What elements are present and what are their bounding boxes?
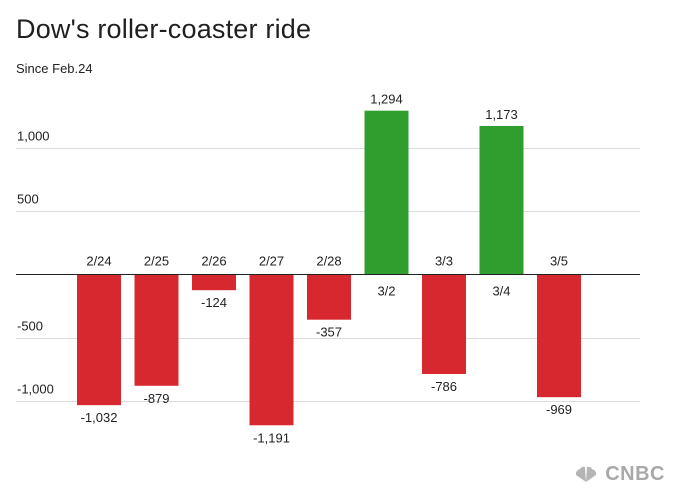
category-label: 2/24 <box>86 254 111 269</box>
value-label: -786 <box>431 379 457 394</box>
bar <box>134 274 179 386</box>
bar <box>307 274 351 320</box>
value-label: -1,191 <box>253 430 290 445</box>
value-label: -357 <box>316 325 342 340</box>
category-label: 3/4 <box>492 284 510 299</box>
value-label: -124 <box>201 295 227 310</box>
brand-logo: CNBC <box>573 463 665 486</box>
bar <box>422 274 466 375</box>
peacock-icon <box>576 466 597 482</box>
value-label: -969 <box>546 402 572 417</box>
value-label: -1,032 <box>81 410 118 425</box>
category-label: 2/28 <box>316 254 341 269</box>
category-label: 2/27 <box>259 254 284 269</box>
category-label: 3/3 <box>435 254 453 269</box>
bar <box>364 110 409 275</box>
y-tick-label: -500 <box>17 319 43 334</box>
y-tick-label: 500 <box>17 192 39 207</box>
y-tick-label: 1,000 <box>17 129 50 144</box>
bar <box>537 274 581 398</box>
bar <box>479 125 524 275</box>
bar <box>77 274 121 406</box>
y-tick-label: -1,000 <box>17 382 54 397</box>
category-label: 3/2 <box>377 284 395 299</box>
value-label: 1,173 <box>485 107 518 122</box>
chart-title: Dow's roller-coaster ride <box>16 14 312 44</box>
value-label: 1,294 <box>370 92 403 107</box>
chart-subtitle: Since Feb.24 <box>16 61 93 76</box>
brand-name: CNBC <box>605 463 665 485</box>
value-label: -879 <box>143 391 169 406</box>
category-label: 2/26 <box>201 254 226 269</box>
bar <box>249 274 294 426</box>
category-label: 2/25 <box>144 254 169 269</box>
category-label: 3/5 <box>550 254 568 269</box>
bar <box>192 274 236 291</box>
